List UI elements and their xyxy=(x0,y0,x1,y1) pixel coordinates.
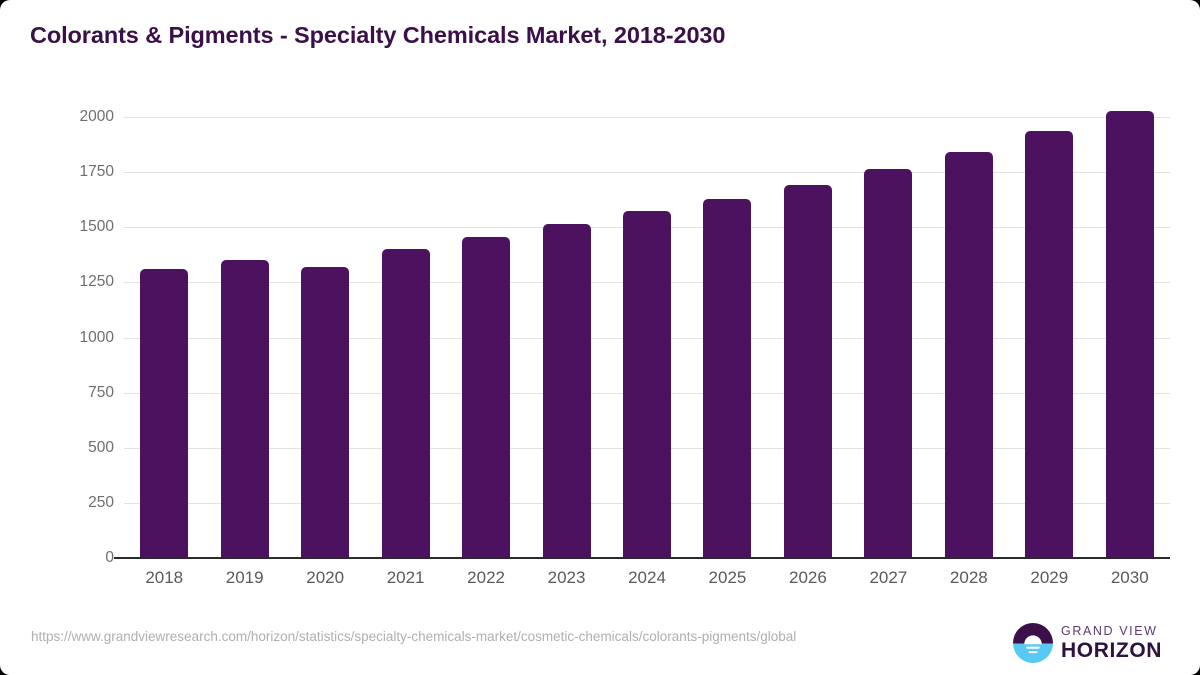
y-tick-label: 750 xyxy=(88,383,114,401)
bar-2029[interactable] xyxy=(1025,131,1074,558)
x-tick-label: 2029 xyxy=(1030,568,1069,587)
y-tick-label: 0 xyxy=(105,549,114,566)
bar-2026[interactable] xyxy=(783,184,832,558)
y-tick-label: 1250 xyxy=(79,273,114,291)
x-tick-label: 2026 xyxy=(789,568,827,587)
x-tick-label: 2018 xyxy=(145,568,184,587)
gridline xyxy=(124,172,1170,174)
x-tick-label: 2030 xyxy=(1110,568,1149,587)
x-tick-label: 2024 xyxy=(628,568,666,587)
bar-2027[interactable] xyxy=(864,169,913,558)
bar-2030[interactable] xyxy=(1105,110,1154,558)
chart-title: Colorants & Pigments - Specialty Chemica… xyxy=(30,22,726,48)
logo-text-horizon: HORIZON xyxy=(1061,639,1163,662)
x-tick-label: 2025 xyxy=(708,568,747,587)
bar-2020[interactable] xyxy=(301,266,350,558)
x-tick-label: 2023 xyxy=(547,568,586,587)
x-axis-line xyxy=(114,557,1170,559)
y-tick-label: 2000 xyxy=(79,108,114,125)
bar-2021[interactable] xyxy=(381,248,430,558)
y-tick-label: 250 xyxy=(88,493,114,511)
bar-2025[interactable] xyxy=(703,198,752,558)
source-url[interactable]: https://www.grandviewresearch.com/horizo… xyxy=(31,629,797,644)
logo-text-grand-view: GRAND VIEW xyxy=(1061,624,1158,638)
x-tick-label: 2028 xyxy=(949,568,988,587)
gridline xyxy=(124,117,1170,118)
bar-2024[interactable] xyxy=(623,211,671,558)
grand-view-horizon-logo[interactable]: GRAND VIEW HORIZON xyxy=(1013,620,1163,666)
plot-area xyxy=(124,110,1170,558)
bar-2018[interactable] xyxy=(140,269,189,558)
y-tick-label: 500 xyxy=(88,438,114,456)
x-tick-label: 2020 xyxy=(306,568,345,587)
x-tick-label: 2022 xyxy=(467,568,505,587)
horizon-sunrise-icon xyxy=(1013,623,1053,663)
x-tick-label: 2021 xyxy=(386,568,425,587)
x-tick-label: 2019 xyxy=(225,568,264,587)
bar-2023[interactable] xyxy=(542,223,591,558)
y-tick-label: 1000 xyxy=(79,328,114,346)
y-tick-label: 1750 xyxy=(79,163,114,181)
bar-2022[interactable] xyxy=(462,237,511,558)
logo-wordmark: GRAND VIEW HORIZON xyxy=(1061,624,1162,662)
bar-2028[interactable] xyxy=(944,152,993,558)
bar-2019[interactable] xyxy=(220,259,269,558)
y-tick-label: 1500 xyxy=(79,218,114,236)
x-tick-label: 2027 xyxy=(869,568,908,587)
